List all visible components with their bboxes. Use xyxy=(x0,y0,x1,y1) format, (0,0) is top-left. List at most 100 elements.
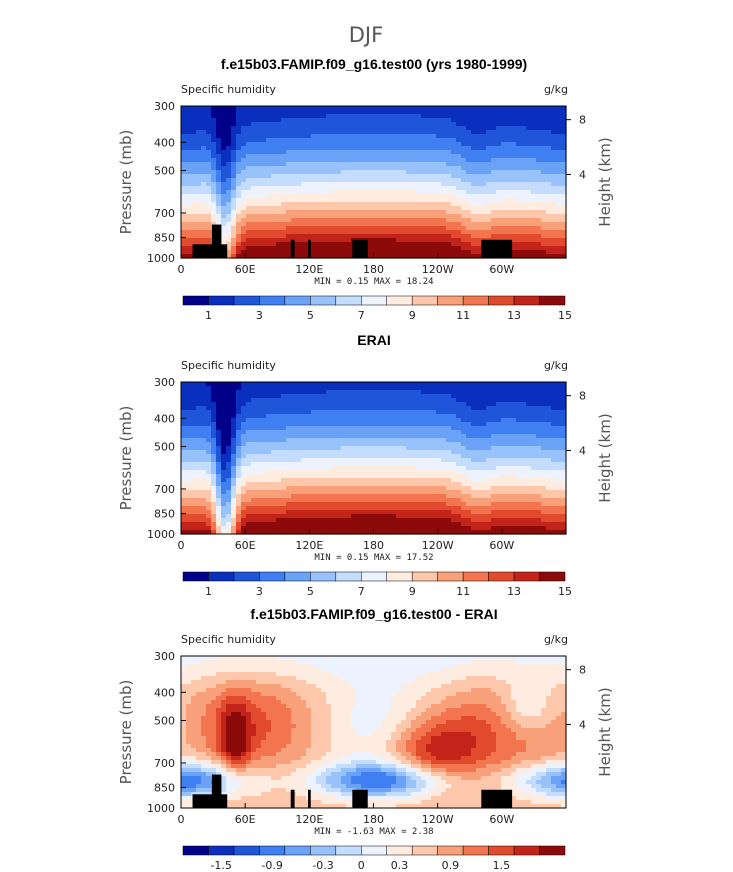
contour-cell xyxy=(226,162,232,167)
contour-cell xyxy=(301,158,307,163)
contour-cell xyxy=(521,238,527,243)
contour-cell xyxy=(231,430,237,435)
contour-cell xyxy=(341,218,347,223)
contour-cell xyxy=(201,158,207,163)
contour-cell xyxy=(301,466,307,471)
contour-cell xyxy=(501,186,507,191)
contour-cell xyxy=(471,154,477,159)
contour-cell xyxy=(421,110,427,115)
contour-cell xyxy=(406,242,412,247)
contour-cell xyxy=(561,426,567,431)
contour-cell xyxy=(551,190,557,195)
contour-cell xyxy=(546,398,552,403)
contour-cell xyxy=(341,174,347,179)
contour-cell xyxy=(366,450,372,455)
contour-cell xyxy=(341,150,347,155)
contour-cell xyxy=(531,466,537,471)
contour-cell xyxy=(541,426,547,431)
contour-cell xyxy=(431,438,437,443)
contour-cell xyxy=(546,442,552,447)
contour-cell xyxy=(436,114,442,119)
contour-cell xyxy=(331,398,337,403)
contour-cell xyxy=(306,458,312,463)
contour-cell xyxy=(451,122,457,127)
contour-cell xyxy=(441,454,447,459)
contour-cell xyxy=(466,478,472,483)
contour-cell xyxy=(306,150,312,155)
contour-cell xyxy=(466,250,472,255)
contour-cell xyxy=(476,254,482,259)
contour-cell xyxy=(461,422,467,427)
contour-cell xyxy=(446,482,452,487)
contour-cell xyxy=(276,462,282,467)
contour-cell xyxy=(276,150,282,155)
contour-cell xyxy=(361,118,367,123)
contour-cell xyxy=(276,434,282,439)
contour-cell xyxy=(401,426,407,431)
contour-cell xyxy=(391,442,397,447)
contour-cell xyxy=(516,242,522,247)
contour-cell xyxy=(386,466,392,471)
contour-cell xyxy=(321,386,327,391)
contour-cell xyxy=(496,162,502,167)
contour-cell xyxy=(296,434,302,439)
contour-cell xyxy=(556,390,562,395)
contour-cell xyxy=(526,402,532,407)
y-tick-label: 500 xyxy=(154,164,175,177)
contour-cell xyxy=(381,418,387,423)
contour-cell xyxy=(341,226,347,231)
contour-cell xyxy=(436,218,442,223)
contour-cell xyxy=(526,454,532,459)
contour-cell xyxy=(456,462,462,467)
y-tick-label: 700 xyxy=(154,207,175,220)
contour-cell xyxy=(491,202,497,207)
contour-cell xyxy=(361,406,367,411)
contour-cell xyxy=(301,166,307,171)
contour-cell xyxy=(201,178,207,183)
contour-cell xyxy=(446,194,452,199)
contour-cell xyxy=(546,382,552,387)
contour-cell xyxy=(206,214,212,219)
contour-cell xyxy=(496,442,502,447)
contour-cell xyxy=(236,234,242,239)
contour-cell xyxy=(346,406,352,411)
contour-cell xyxy=(291,386,297,391)
contour-cell xyxy=(371,442,377,447)
contour-cell xyxy=(506,130,512,135)
contour-cell xyxy=(186,466,192,471)
contour-cell xyxy=(306,482,312,487)
contour-cell xyxy=(331,426,337,431)
contour-cell xyxy=(386,450,392,455)
contour-cell xyxy=(191,438,197,443)
contour-cell xyxy=(546,394,552,399)
contour-cell xyxy=(376,186,382,191)
contour-cell xyxy=(281,246,287,251)
contour-cell xyxy=(256,222,262,227)
contour-cell xyxy=(381,170,387,175)
contour-cell xyxy=(561,114,567,119)
contour-cell xyxy=(396,218,402,223)
contour-cell xyxy=(411,118,417,123)
contour-cell xyxy=(451,158,457,163)
contour-cell xyxy=(456,114,462,119)
contour-cell xyxy=(241,126,247,131)
contour-cell xyxy=(271,482,277,487)
contour-cell xyxy=(226,146,232,151)
contour-cell xyxy=(276,446,282,451)
contour-cell xyxy=(181,138,187,143)
contour-cell xyxy=(246,202,252,207)
contour-cell xyxy=(516,194,522,199)
contour-cell xyxy=(246,390,252,395)
contour-cell xyxy=(421,474,427,479)
contour-cell xyxy=(386,158,392,163)
contour-cell xyxy=(516,126,522,131)
contour-cell xyxy=(366,254,372,259)
contour-cell xyxy=(281,410,287,415)
contour-cell xyxy=(276,218,282,223)
contour-cell xyxy=(481,454,487,459)
contour-cell xyxy=(501,394,507,399)
contour-cell xyxy=(221,386,227,391)
contour-cell xyxy=(386,122,392,127)
contour-cell xyxy=(426,438,432,443)
contour-cell xyxy=(236,410,242,415)
